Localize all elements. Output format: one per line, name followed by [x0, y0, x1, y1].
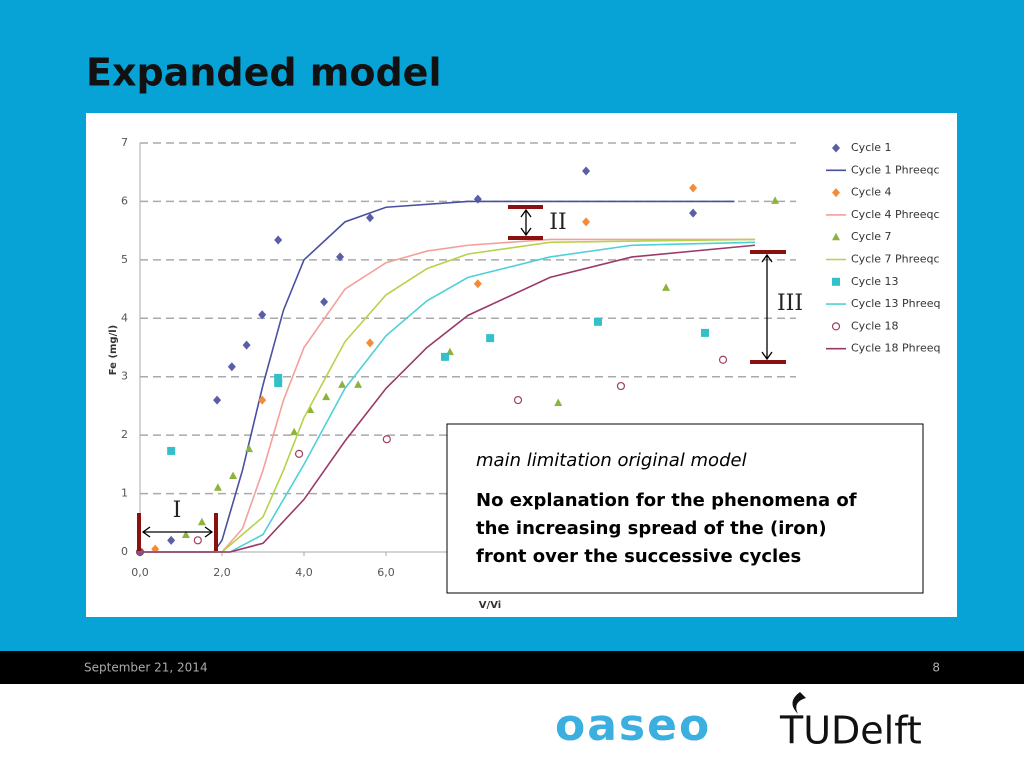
- triangle-marker: [322, 392, 331, 401]
- triangle-marker: [554, 398, 563, 407]
- legend-label: Cycle 7 Phreeqc: [851, 253, 940, 266]
- x-axis-label: V/Vi: [479, 600, 501, 611]
- legend-swatch: [832, 232, 840, 241]
- y-tick-label: 3: [121, 370, 128, 383]
- triangle-marker: [338, 380, 347, 388]
- triangle-marker: [290, 427, 299, 436]
- diamond-marker: [167, 535, 176, 545]
- square-marker: [593, 317, 602, 326]
- triangle-marker: [245, 444, 254, 453]
- diamond-marker: [227, 362, 236, 372]
- diamond-marker: [274, 235, 283, 245]
- y-tick-label: 6: [121, 194, 128, 207]
- diamond-marker: [366, 338, 375, 348]
- square-marker: [167, 446, 176, 455]
- legend-label: Cycle 13: [851, 275, 899, 288]
- annotation: II: [549, 210, 566, 235]
- x-tick-label: 0,0: [131, 566, 149, 579]
- y-tick-label: 2: [121, 428, 128, 441]
- circle-marker: [718, 355, 728, 364]
- legend-label: Cycle 7: [851, 230, 892, 243]
- y-tick-label: 5: [121, 253, 128, 266]
- triangle-marker: [662, 283, 671, 291]
- phreeqc-line: [140, 244, 756, 553]
- text-box-heading: main limitation original model: [476, 450, 747, 471]
- legend-swatch: [832, 277, 840, 286]
- legend-label: Cycle 13 Phreeq: [851, 297, 940, 310]
- arrow: [761, 253, 773, 361]
- triangle-marker: [771, 196, 780, 204]
- footer-date: September 21, 2014: [84, 661, 208, 675]
- legend-label: Cycle 1 Phreeqc: [851, 163, 940, 176]
- diamond-marker: [258, 395, 267, 405]
- brackets: [137, 205, 786, 551]
- text-box-line: the increasing spread of the (iron): [476, 518, 827, 539]
- legend-swatch: [832, 143, 840, 153]
- circle-marker: [616, 381, 626, 391]
- diamond-marker: [336, 252, 345, 262]
- flame-icon: [792, 692, 806, 714]
- phreeqc-line: [140, 238, 756, 553]
- text-box-line: front over the successive cycles: [476, 546, 801, 567]
- triangle-marker: [213, 483, 222, 491]
- tudelft-logo: TUDelft: [779, 709, 922, 753]
- x-tick-label: 2,0: [213, 566, 231, 579]
- square-marker: [274, 373, 283, 382]
- diamond-marker: [689, 183, 698, 193]
- y-axis-label: Fe (mg/l): [108, 325, 119, 376]
- legend-label: Cycle 4: [851, 186, 892, 199]
- arrow: [141, 526, 214, 538]
- y-tick-label: 4: [121, 311, 128, 324]
- circle-marker: [382, 435, 391, 444]
- oaseo-logo: oaseo: [555, 700, 711, 751]
- legend-label: Cycle 18 Phreeq: [851, 342, 940, 355]
- triangle-marker: [229, 471, 238, 480]
- circle-marker: [513, 395, 523, 405]
- diamond-marker: [366, 213, 375, 223]
- square-marker: [274, 379, 283, 388]
- y-tick-label: 7: [121, 136, 128, 149]
- diamond-marker: [582, 217, 591, 227]
- logo-area: [0, 684, 1024, 768]
- diamond-marker: [582, 166, 591, 176]
- annotation: III: [777, 291, 803, 316]
- footer-bar: [0, 651, 1024, 684]
- legend-label: Cycle 18: [851, 319, 899, 332]
- y-tick-label: 0: [121, 545, 128, 558]
- x-tick-label: 6,0: [377, 566, 395, 579]
- page-number: 8: [932, 661, 940, 675]
- circle-marker: [193, 536, 202, 545]
- triangle-marker: [181, 530, 190, 539]
- legend-label: Cycle 1: [851, 141, 892, 154]
- phreeqc-line: [140, 238, 755, 553]
- triangle-marker: [197, 517, 206, 526]
- legend-label: Cycle 4 Phreeqc: [851, 208, 940, 221]
- text-box-line: No explanation for the phenomena of: [476, 490, 857, 511]
- square-marker: [441, 352, 450, 361]
- square-marker: [700, 328, 709, 337]
- square-marker: [486, 334, 495, 343]
- annotation: I: [173, 498, 182, 523]
- legend-swatch: [831, 322, 841, 331]
- diamond-marker: [258, 310, 267, 320]
- diamond-marker: [213, 395, 222, 405]
- phreeqc-line: [140, 241, 756, 553]
- circle-marker: [294, 449, 304, 458]
- x-tick-label: 4,0: [295, 566, 313, 579]
- arrow: [520, 208, 532, 237]
- diamond-marker: [689, 208, 698, 218]
- legend-swatch: [832, 188, 840, 198]
- diamond-marker: [473, 279, 482, 289]
- diamond-marker: [320, 297, 329, 307]
- y-tick-label: 1: [121, 487, 128, 500]
- triangle-marker: [354, 380, 363, 388]
- slide-title: Expanded model: [86, 51, 441, 95]
- text-box: [446, 423, 924, 594]
- diamond-marker: [242, 340, 251, 350]
- phreeqc-line: [140, 200, 735, 553]
- arrows: [141, 208, 773, 538]
